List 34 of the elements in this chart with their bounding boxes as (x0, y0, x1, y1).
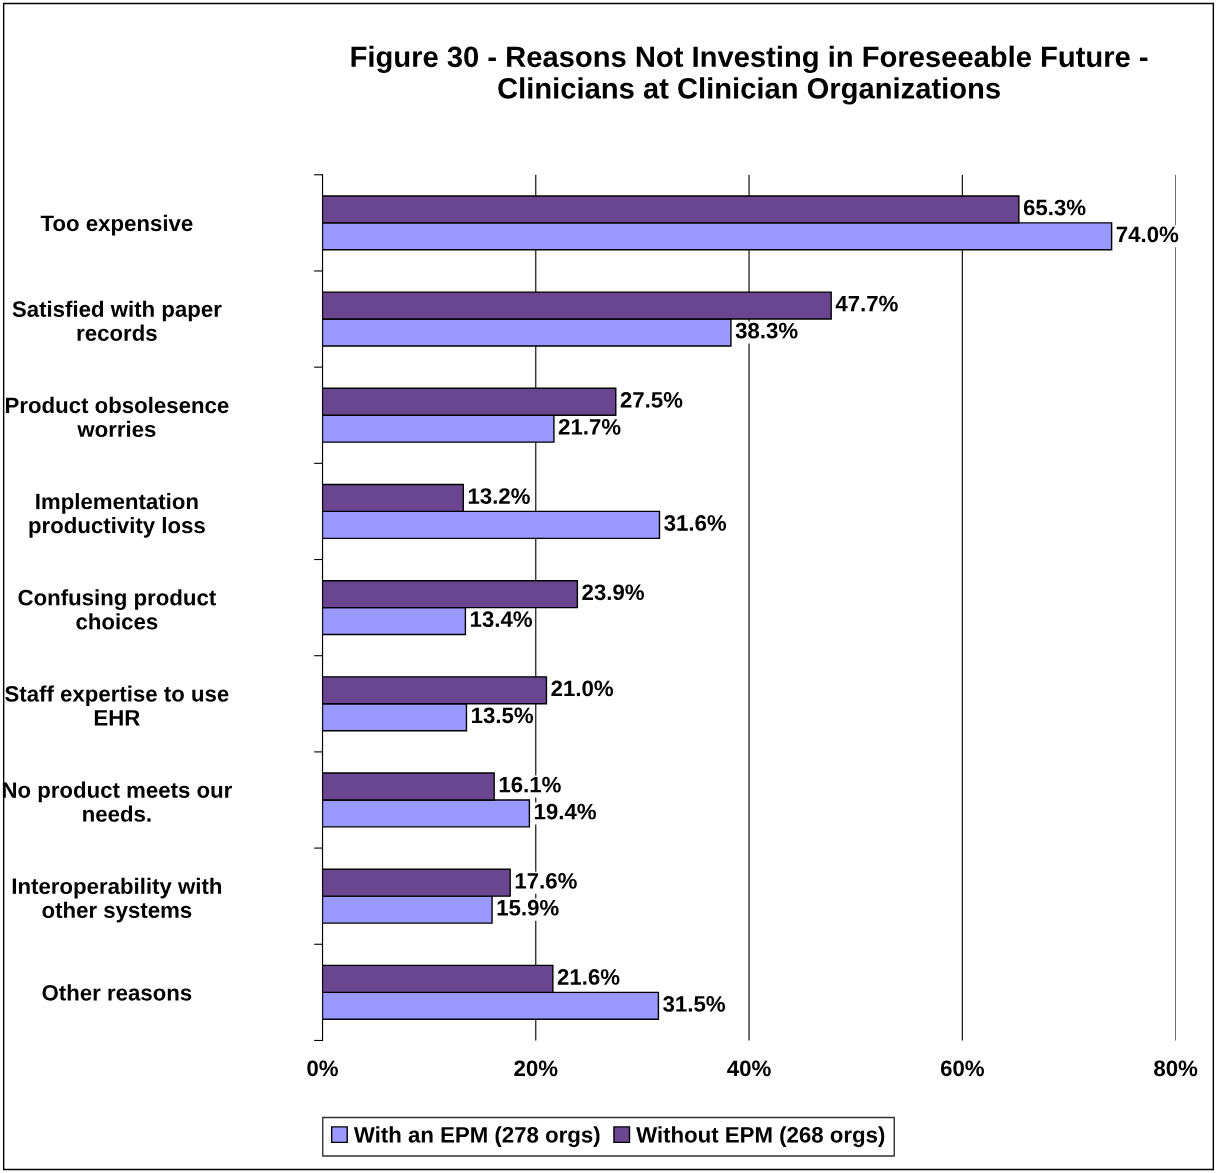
chart-title: Figure 30 - Reasons Not Investing in Foreseeable Future - Clinicians at Clinician Organizations (351, 45, 1148, 105)
data-label: 31.6% (664, 515, 727, 531)
y-tick-label: Too expensive (40, 214, 193, 236)
y-tick-label: Implementation productivity loss (29, 493, 205, 538)
data-label: 19.4% (534, 803, 596, 820)
y-tick-label: Satisfied with paper records (12, 300, 222, 341)
data-label: 13.2% (468, 488, 530, 504)
data-label: 21.6% (557, 969, 620, 985)
legend-label: With an EPM (278 orgs) (353, 1126, 600, 1148)
y-tick-label: Staff expertise to use EHR (5, 685, 229, 726)
data-label: 21.7% (558, 418, 621, 435)
x-tick-label: 40% (727, 1060, 771, 1077)
data-label: 13.5% (472, 707, 534, 724)
legend-label: Without EPM (268 orgs) (636, 1126, 885, 1148)
x-tick-label: 60% (940, 1060, 984, 1077)
x-tick-label: 20% (514, 1060, 558, 1077)
data-label: 38.3% (735, 322, 798, 339)
y-tick-label: Product obsolesence worries (5, 396, 229, 438)
data-label: 27.5% (620, 392, 683, 408)
x-tick-label: 80% (1154, 1060, 1198, 1077)
data-label: 13.4% (470, 611, 532, 628)
data-label: 74.0% (1116, 226, 1179, 243)
y-tick-label: Interoperability with other systems (12, 877, 222, 923)
x-tick-label: 0% (307, 1060, 338, 1077)
data-label: 23.9% (582, 584, 644, 601)
data-label: 15.9% (497, 899, 559, 916)
data-label: 65.3% (1023, 199, 1086, 216)
data-label: 21.0% (551, 680, 614, 697)
data-label: 17.6% (515, 872, 577, 889)
data-label: 31.5% (663, 996, 726, 1012)
data-label: 47.7% (835, 295, 898, 312)
y-tick-label: Other reasons (42, 984, 192, 1001)
data-label: 16.1% (499, 776, 561, 793)
y-tick-label: Confusing product choices (18, 589, 216, 630)
